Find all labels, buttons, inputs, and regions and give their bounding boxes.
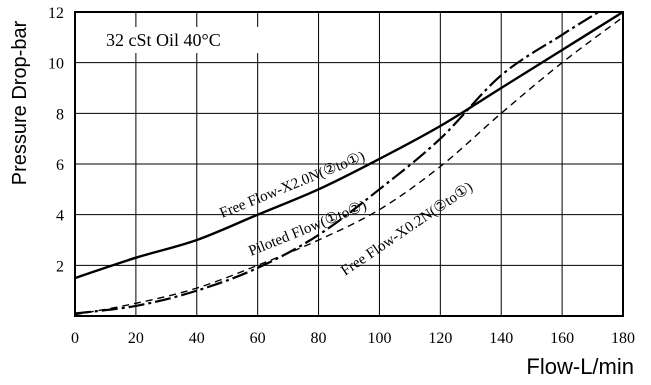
x-tick-label: 160 [550, 330, 574, 347]
curve-free-flow-x2 [75, 12, 623, 280]
plot-frame [74, 11, 624, 317]
y-tick-label: 4 [56, 208, 64, 225]
curve-piloted-flow [75, 12, 600, 315]
x-axis-title: Flow-L/min [526, 354, 634, 379]
y-tick-labels: 2 4 6 8 10 12 [48, 5, 64, 275]
y-tick-label: 10 [48, 56, 64, 73]
x-tick-label: 40 [189, 330, 205, 347]
x-tick-label: 100 [367, 330, 391, 347]
curve-free-flow-x02 [75, 16, 623, 316]
curve-label-free-flow-x02: Free Flow-X0.2N(②to①) [338, 179, 476, 279]
x-tick-label: 60 [250, 330, 266, 347]
y-axis-title: Pressure Drop-bar [9, 20, 31, 185]
x-tick-label: 140 [489, 330, 513, 347]
y-tick-label: 12 [48, 5, 64, 22]
y-tick-label: 8 [56, 106, 64, 123]
x-tick-label: 180 [611, 330, 635, 347]
annotation-background [96, 27, 284, 53]
y-tick-label: 2 [56, 258, 64, 275]
curve-label-piloted-flow: Piloted Flow(①to②) [247, 198, 370, 260]
x-tick-label: 120 [428, 330, 452, 347]
x-tick-label: 20 [128, 330, 144, 347]
x-tick-label: 80 [311, 330, 327, 347]
y-tick-label: 6 [56, 157, 64, 174]
annotation-text: 32 cSt Oil 40°C [106, 30, 221, 50]
x-tick-label: 0 [71, 330, 79, 347]
x-tick-labels: 0 20 40 60 80 100 120 140 160 180 [71, 330, 635, 347]
curves [75, 12, 623, 316]
grid [75, 12, 623, 316]
